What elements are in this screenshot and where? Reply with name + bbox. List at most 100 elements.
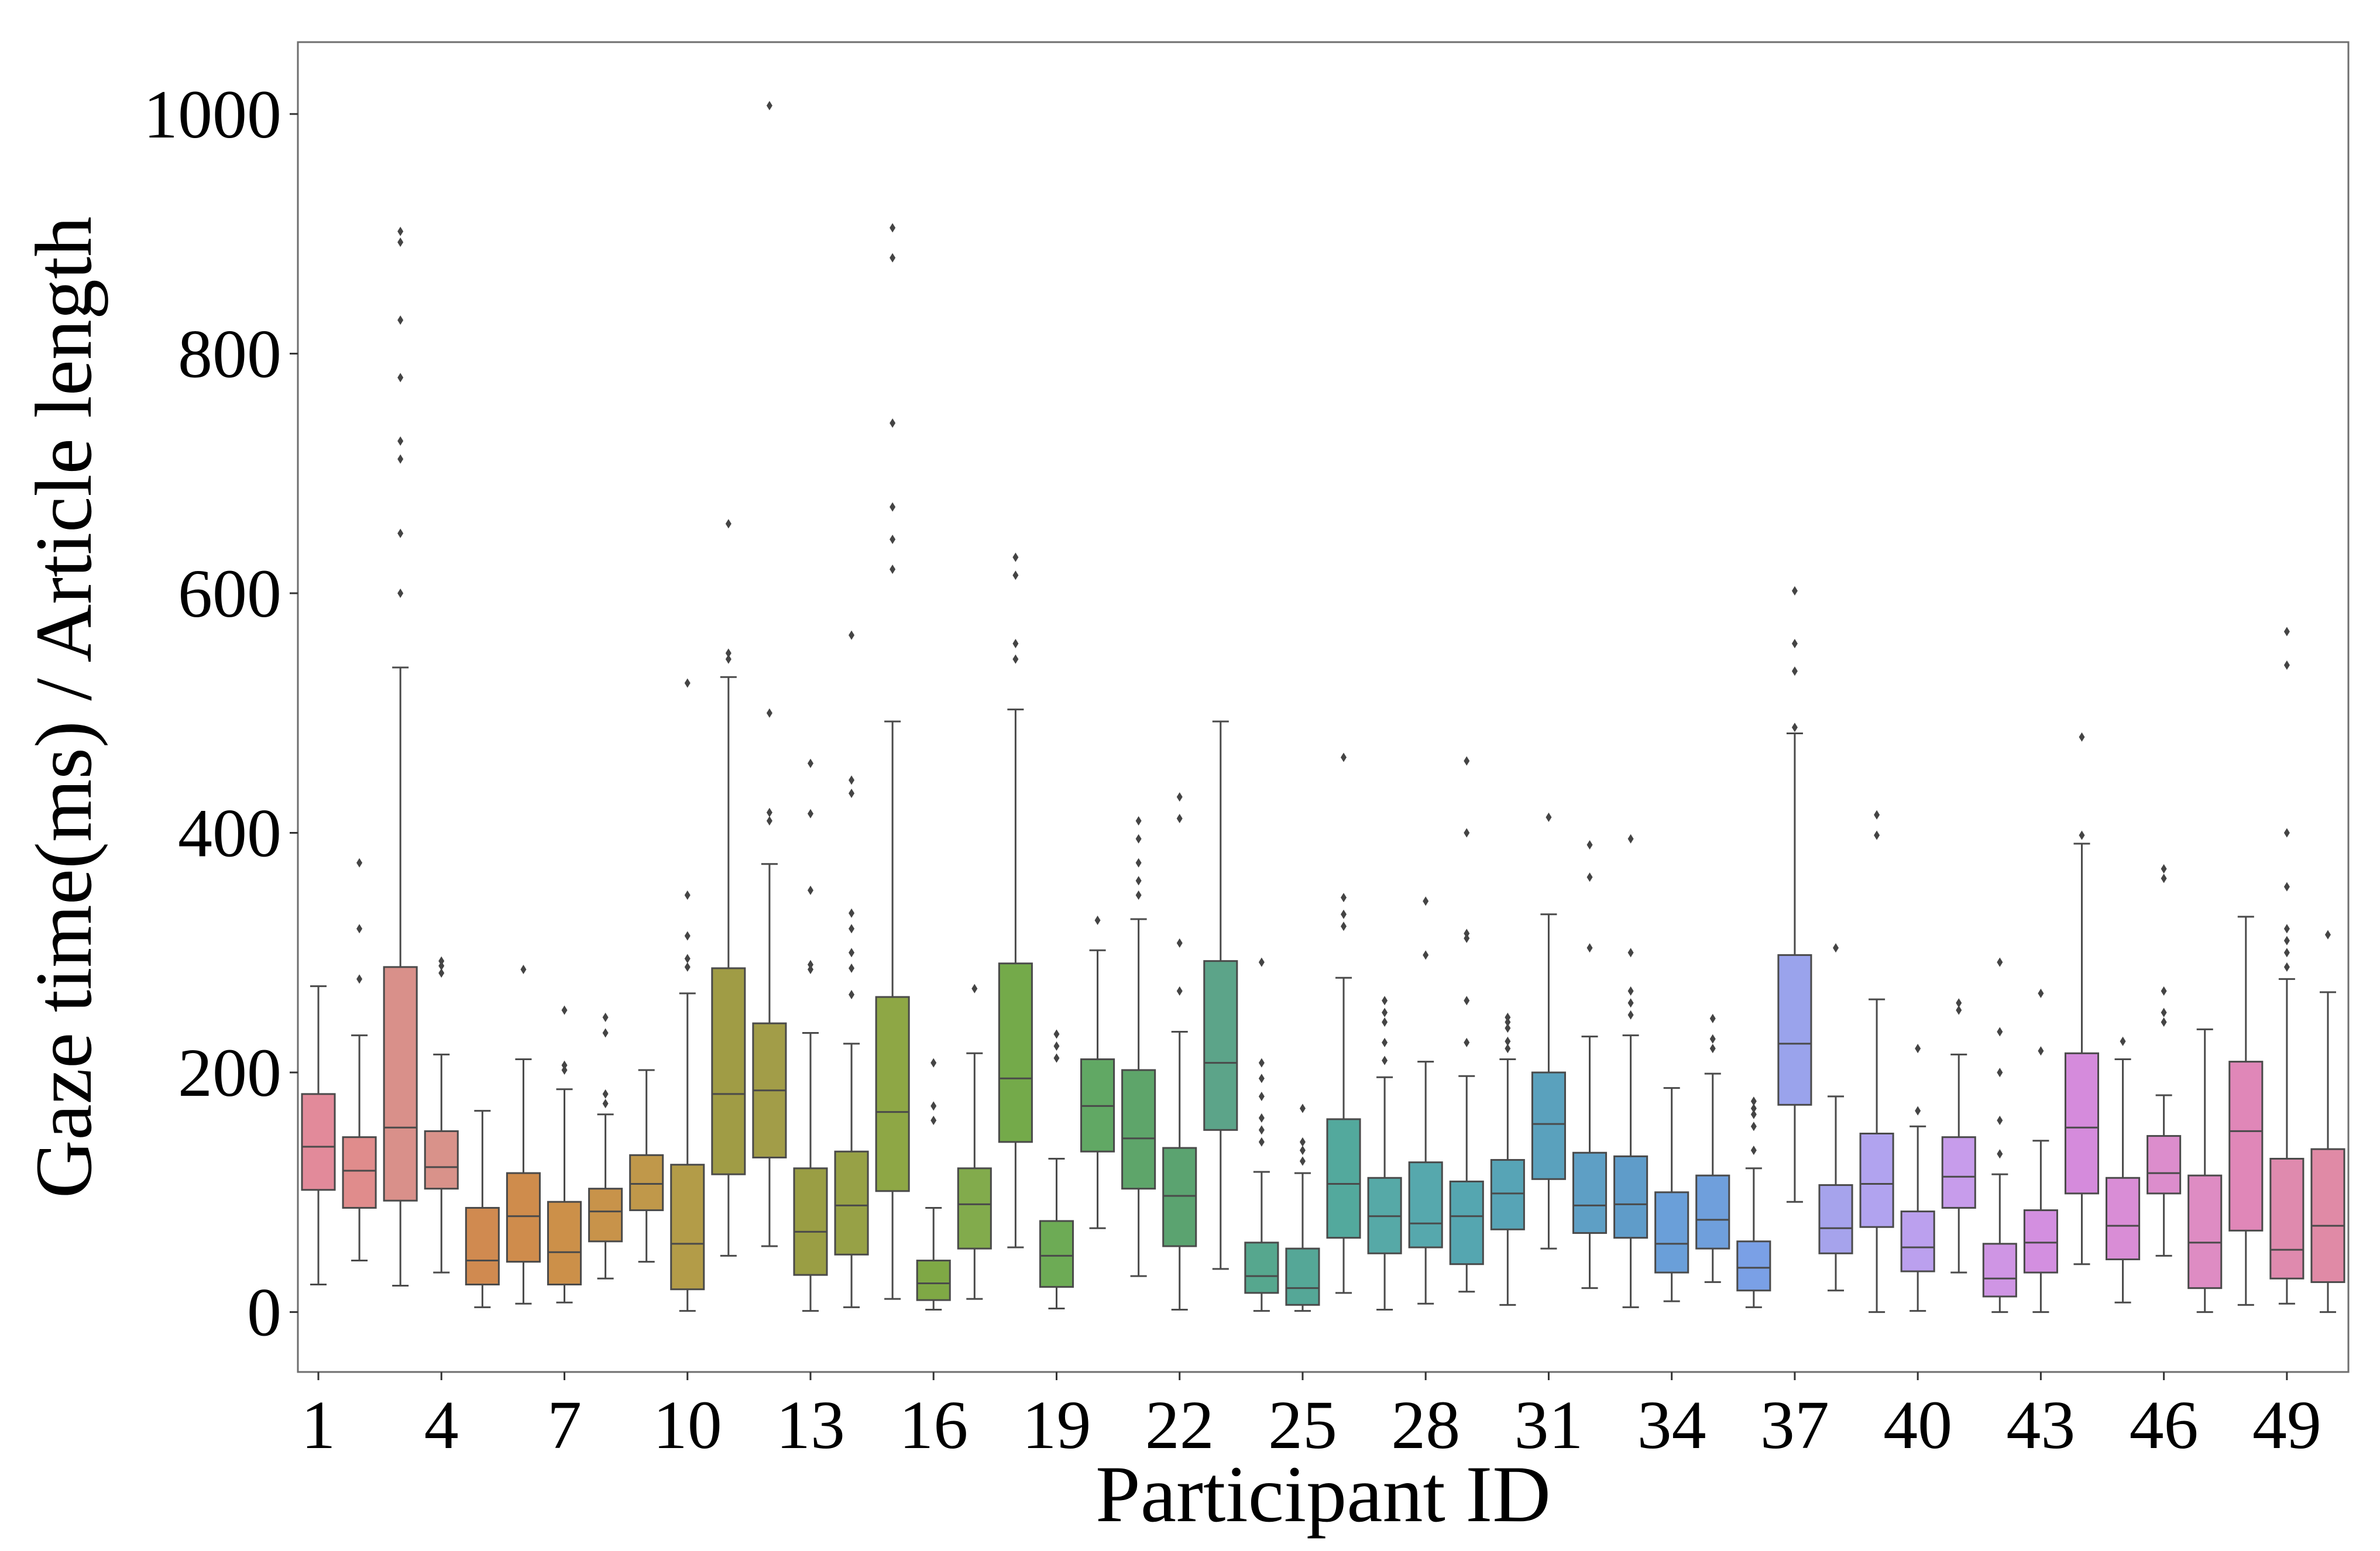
box-participant-24	[1244, 957, 1279, 1312]
box-participant-4	[424, 956, 459, 1274]
outlier-point	[1997, 1068, 2003, 1078]
outlier-point	[1915, 1044, 1921, 1054]
outlier-point	[1053, 1041, 1060, 1051]
outlier-point	[684, 962, 691, 972]
outlier-point	[2283, 660, 2290, 670]
outlier-point	[1464, 756, 1470, 766]
outlier-point	[684, 890, 691, 900]
outlier-point	[397, 226, 404, 236]
outlier-point	[1750, 1103, 1757, 1113]
iqr-box	[588, 1188, 623, 1243]
y-tick-label: 0	[247, 1274, 281, 1351]
outlier-point	[1997, 1027, 2003, 1037]
outlier-point	[684, 954, 691, 964]
outlier-point	[849, 788, 855, 798]
x-tick-label: 19	[1022, 1387, 1091, 1463]
box-participant-22	[1162, 792, 1197, 1311]
outlier-point	[397, 528, 404, 538]
outlier-point	[2079, 830, 2085, 840]
x-tick-label: 34	[1637, 1387, 1706, 1463]
iqr-box	[2106, 1177, 2141, 1261]
outlier-point	[1627, 948, 1634, 958]
outlier-point	[2038, 988, 2044, 998]
outlier-point	[356, 858, 363, 868]
outlier-point	[1791, 638, 1798, 648]
outlier-point	[1464, 828, 1470, 838]
x-tick-label: 37	[1760, 1387, 1829, 1463]
outlier-point	[2324, 930, 2331, 940]
outlier-point	[930, 1101, 937, 1111]
iqr-box	[1777, 954, 1812, 1106]
outlier-point	[808, 885, 813, 895]
outlier-point	[1915, 1106, 1921, 1116]
outlier-point	[725, 519, 731, 529]
outlier-point	[1382, 1055, 1388, 1065]
y-axis: 0 200 400 600 800 1000	[143, 76, 298, 1351]
iqr-box	[1490, 1159, 1525, 1230]
outlier-point	[2283, 828, 2290, 838]
outlier-point	[1750, 1096, 1757, 1106]
outlier-point	[1258, 1113, 1265, 1123]
outlier-point	[890, 223, 896, 233]
x-tick-label: 13	[776, 1387, 845, 1463]
box-participant-10	[670, 678, 705, 1312]
iqr-box	[875, 996, 910, 1192]
outlier-point	[397, 454, 404, 464]
iqr-box	[1941, 1136, 1976, 1209]
iqr-box	[1818, 1184, 1853, 1254]
outlier-point	[1997, 1149, 2003, 1159]
outlier-point	[1505, 1023, 1511, 1033]
box-participant-3	[383, 226, 418, 1287]
box-participant-18	[998, 552, 1033, 1249]
box-participant-17	[957, 983, 992, 1300]
outlier-point	[890, 502, 896, 512]
x-tick-label: 40	[1883, 1387, 1952, 1463]
iqr-box	[2147, 1135, 2182, 1195]
box-participant-32	[1572, 840, 1608, 1289]
outlier-point	[2161, 1017, 2167, 1027]
outlier-point	[890, 418, 896, 428]
outlier-point	[1709, 1013, 1716, 1023]
outlier-point	[930, 1115, 937, 1125]
outlier-point	[356, 924, 363, 934]
outlier-point	[1627, 1010, 1634, 1020]
outlier-point	[1750, 1146, 1757, 1155]
outlier-point	[1997, 957, 2003, 967]
outlier-point	[2283, 948, 2290, 958]
iqr-box	[1654, 1191, 1689, 1274]
x-axis: 1 4 7 10 13 16 19 22 25 28 31 34 37 40 43 46 49	[301, 1372, 2321, 1463]
iqr-box	[1982, 1243, 2017, 1298]
x-axis-label: Participant ID	[1095, 1449, 1551, 1539]
box-participant-9	[629, 1069, 664, 1263]
outlier-point	[766, 807, 772, 817]
outlier-point	[849, 630, 855, 640]
outlier-point	[1505, 1012, 1511, 1022]
iqr-box	[2023, 1209, 2058, 1274]
box-participant-1	[301, 985, 336, 1286]
outlier-point	[1750, 1109, 1757, 1119]
iqr-box	[1531, 1071, 1566, 1180]
box-participant-26	[1326, 752, 1361, 1294]
iqr-box	[424, 1130, 459, 1190]
iqr-box	[342, 1136, 377, 1209]
box-participant-40	[1900, 1044, 1935, 1312]
outlier-point	[1382, 996, 1388, 1006]
outlier-point	[1258, 1137, 1265, 1147]
iqr-box	[998, 962, 1033, 1143]
outlier-point	[1586, 840, 1593, 850]
box-participant-42	[1982, 957, 2017, 1313]
iqr-box	[1736, 1240, 1771, 1292]
outlier-point	[1094, 915, 1101, 925]
outlier-point	[725, 654, 731, 664]
outlier-point	[1956, 998, 1962, 1008]
outlier-point	[849, 948, 855, 958]
box-participant-8	[588, 1012, 623, 1280]
outlier-point	[890, 534, 896, 544]
outlier-point	[1299, 1103, 1306, 1113]
outlier-point	[602, 1028, 609, 1038]
outlier-point	[1053, 1053, 1060, 1063]
outlier-point	[1341, 752, 1347, 762]
iqr-box	[957, 1167, 992, 1250]
outlier-point	[1505, 1044, 1511, 1054]
